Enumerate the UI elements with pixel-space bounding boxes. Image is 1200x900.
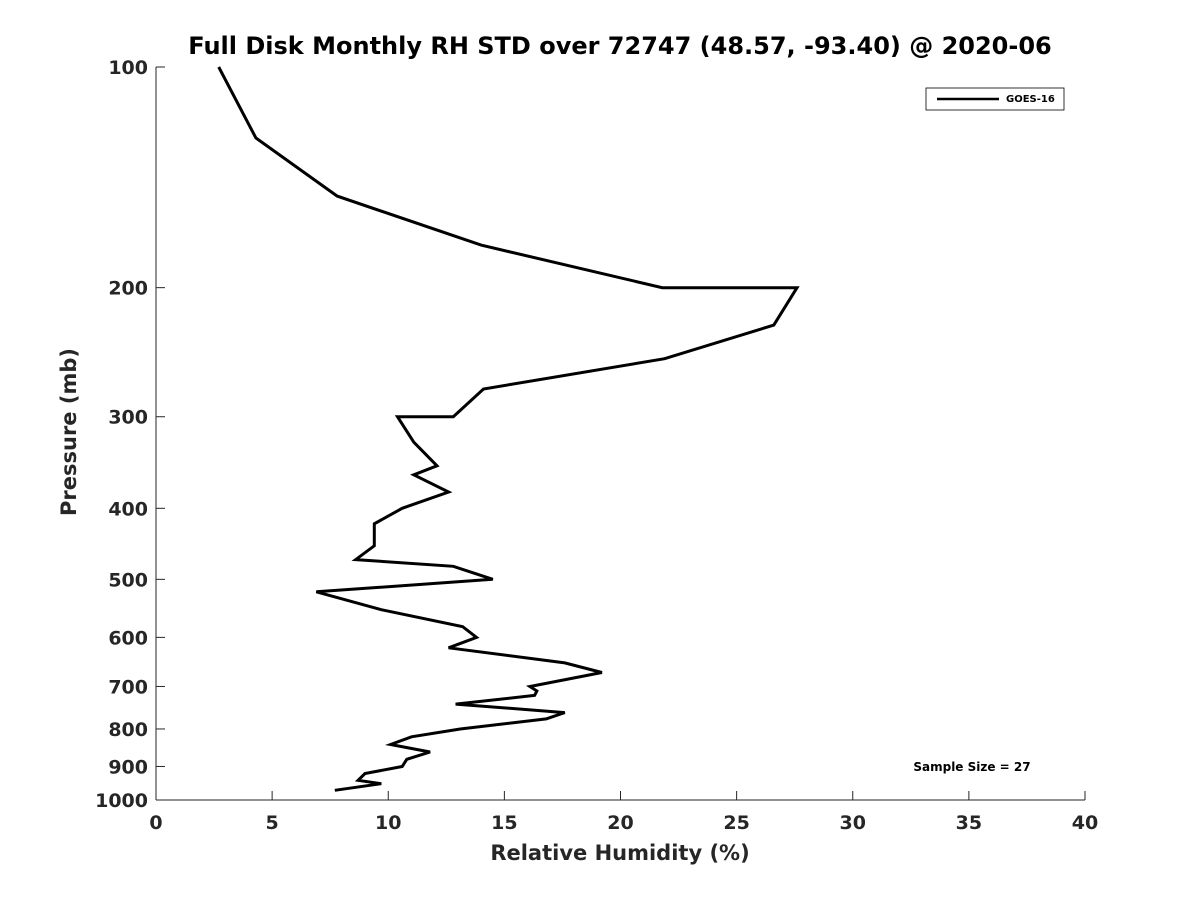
y-tick-label: 400 — [108, 498, 148, 520]
y-axis-label: Pressure (mb) — [57, 348, 81, 516]
x-tick-label: 0 — [149, 812, 162, 834]
y-tick-label: 700 — [108, 676, 148, 698]
sample-size-annotation: Sample Size = 27 — [913, 760, 1030, 774]
x-tick-label: 40 — [1072, 812, 1098, 834]
x-tick-label: 35 — [956, 812, 982, 834]
y-tick-label: 1000 — [95, 790, 148, 812]
x-tick-label: 5 — [266, 812, 279, 834]
chart-title: Full Disk Monthly RH STD over 72747 (48.… — [188, 32, 1051, 60]
y-tick-label: 900 — [108, 756, 148, 778]
y-tick-label: 600 — [108, 627, 148, 649]
series-group — [217, 66, 800, 792]
y-tick-label: 200 — [108, 278, 148, 300]
x-tick-label: 30 — [840, 812, 866, 834]
ticks: 0 5 10 15 20 25 30 35 40 100 200 300 400 500 600 700 800… — [95, 57, 1098, 834]
x-axis-label: Relative Humidity (%) — [490, 841, 749, 865]
y-tick-label: 300 — [108, 407, 148, 429]
series-line-goes-16 — [217, 66, 800, 792]
x-tick-label: 20 — [607, 812, 633, 834]
legend: GOES-16 — [925, 87, 1065, 111]
y-tick-label: 500 — [108, 569, 148, 591]
y-tick-label: 100 — [108, 57, 148, 79]
x-tick-label: 10 — [375, 812, 401, 834]
legend-label: GOES-16 — [1006, 94, 1055, 105]
y-tick-label: 800 — [108, 719, 148, 741]
x-tick-label: 15 — [491, 812, 517, 834]
x-tick-label: 25 — [723, 812, 749, 834]
